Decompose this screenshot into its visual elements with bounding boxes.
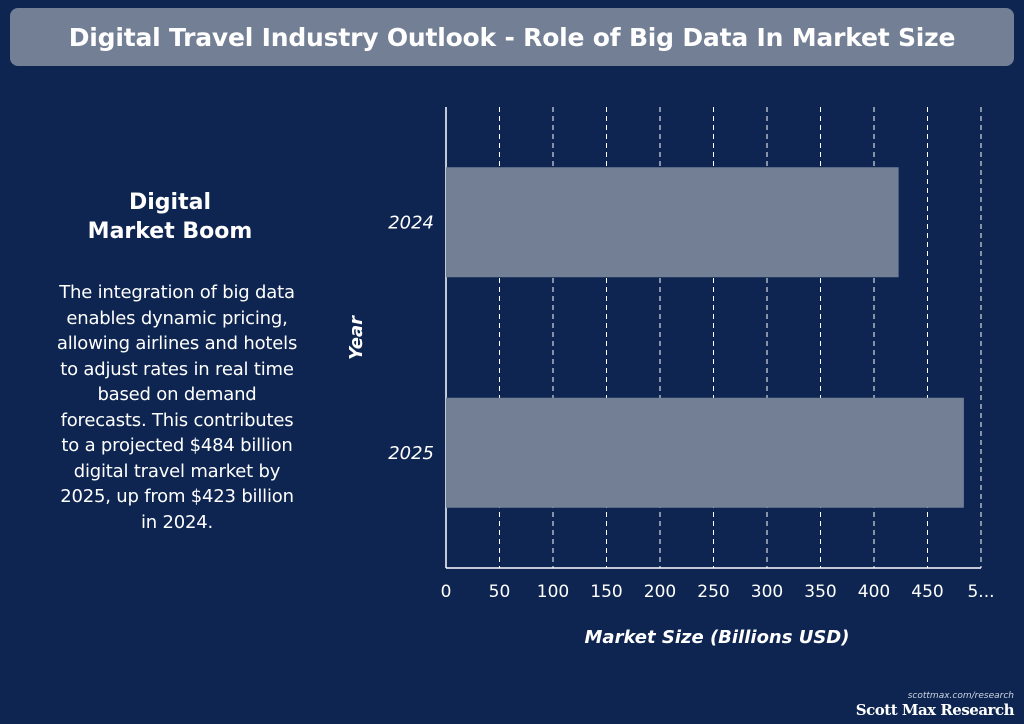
sidebar-heading: Digital Market Boom bbox=[40, 188, 300, 246]
x-tick-label: 200 bbox=[644, 582, 676, 602]
bar bbox=[446, 397, 964, 508]
y-axis-title: Year bbox=[346, 315, 367, 360]
bar bbox=[446, 167, 899, 278]
page-title: Digital Travel Industry Outlook - Role o… bbox=[68, 22, 956, 52]
y-tick-label: 2025 bbox=[388, 443, 434, 464]
sidebar-heading-line2: Market Boom bbox=[87, 219, 253, 244]
x-tick-label: 450 bbox=[911, 582, 943, 602]
footer-brand-logo: Scott Max Research bbox=[855, 701, 1015, 719]
x-tick-label: 100 bbox=[537, 582, 569, 602]
x-tick-label: 400 bbox=[858, 582, 890, 602]
x-tick-label: 5... bbox=[967, 582, 994, 602]
x-tick-label: 250 bbox=[697, 582, 729, 602]
sidebar-body-text: The integration of big data enables dyna… bbox=[56, 282, 298, 533]
footer-url: scottmax.com/research bbox=[907, 691, 1014, 701]
x-tick-label: 150 bbox=[590, 582, 622, 602]
y-tick-label: 2024 bbox=[388, 212, 434, 233]
x-tick-label: 50 bbox=[489, 582, 511, 602]
title-banner: Digital Travel Industry Outlook - Role o… bbox=[10, 8, 1014, 66]
x-tick-label: 350 bbox=[804, 582, 836, 602]
x-tick-label: 300 bbox=[751, 582, 783, 602]
sidebar-heading-line1: Digital bbox=[129, 190, 211, 215]
x-tick-label: 0 bbox=[441, 582, 452, 602]
footer: scottmax.com/research Scott Max Research bbox=[855, 691, 1015, 719]
x-axis-title: Market Size (Billions USD) bbox=[585, 627, 850, 648]
